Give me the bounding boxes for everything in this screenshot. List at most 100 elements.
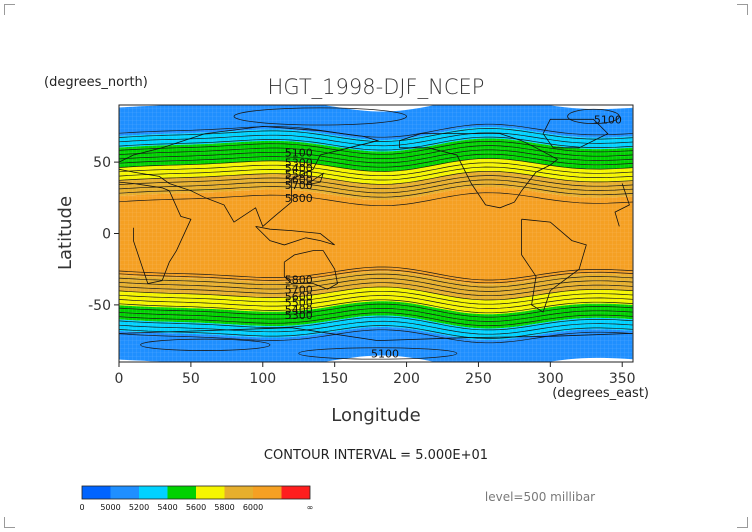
contour-line bbox=[119, 320, 633, 335]
contour-line bbox=[119, 166, 633, 181]
x-tick-label: 100 bbox=[249, 371, 276, 387]
grid-overlay bbox=[119, 105, 633, 362]
contour-label: 5600 bbox=[285, 174, 313, 187]
colorbar-label: ∞ bbox=[307, 503, 314, 512]
colorbar-swatch bbox=[224, 486, 253, 499]
contour-line bbox=[119, 303, 633, 318]
crop-mark-bottom-right bbox=[737, 517, 748, 528]
contour-label: 5400 bbox=[285, 303, 313, 316]
y-units-label: (degrees_north) bbox=[44, 75, 148, 90]
coastline-2 bbox=[399, 133, 559, 209]
colorbar-label: 5000 bbox=[100, 503, 120, 512]
contour-line bbox=[119, 162, 633, 177]
contour-line bbox=[119, 123, 633, 138]
contour-line bbox=[119, 308, 633, 322]
contour-label: 5100 bbox=[371, 348, 399, 361]
contour-label: 5100 bbox=[285, 146, 313, 159]
colorbar-label: 6000 bbox=[243, 503, 263, 512]
colorbar: 0 5000 5200 5400 5600 5800 6000 ∞ bbox=[79, 485, 314, 512]
colorbar-swatch bbox=[110, 486, 139, 499]
crop-mark-top-right bbox=[737, 4, 748, 15]
x-tick-label: 200 bbox=[393, 371, 420, 387]
contour-line bbox=[119, 273, 633, 288]
contour-line bbox=[119, 149, 633, 164]
contour-line bbox=[119, 145, 633, 159]
contour-label: 5700 bbox=[285, 283, 313, 296]
contour-label: 5100 bbox=[594, 114, 622, 127]
contour-label: 5700 bbox=[285, 179, 313, 192]
y-tick-label: -50 bbox=[88, 298, 111, 314]
contour-line bbox=[119, 290, 633, 305]
crop-mark-bottom-left bbox=[4, 517, 15, 528]
colorbar-label: 5800 bbox=[214, 503, 234, 512]
level-text: level=500 millibar bbox=[485, 490, 595, 504]
x-tick-label: 250 bbox=[465, 371, 492, 387]
polar-contour bbox=[233, 107, 407, 126]
contour-label: 5300 bbox=[285, 156, 313, 169]
contour-label: 5300 bbox=[285, 309, 313, 322]
polar-contour bbox=[298, 347, 458, 360]
contour-line bbox=[119, 170, 633, 185]
coastline-8 bbox=[119, 327, 633, 342]
contour-interval-text: CONTOUR INTERVAL = 5.000E+01 bbox=[264, 448, 488, 463]
coastline-1 bbox=[119, 181, 630, 284]
colorbar-swatch bbox=[139, 486, 168, 499]
crop-mark-top-left bbox=[4, 4, 15, 15]
contour-line bbox=[119, 140, 633, 155]
colorbar-label: 5400 bbox=[157, 503, 177, 512]
contour-line bbox=[119, 312, 633, 327]
contour-label: 5800 bbox=[285, 192, 313, 205]
contour-label: 5500 bbox=[285, 168, 313, 181]
contour-line bbox=[119, 325, 633, 339]
contour-line bbox=[119, 192, 633, 207]
contour-line bbox=[119, 183, 633, 198]
contour-labels: 5100510053005400550056005700580058005700… bbox=[285, 114, 622, 361]
coastline-3 bbox=[521, 218, 587, 313]
contour-label: 5400 bbox=[285, 162, 313, 175]
polar-contour bbox=[140, 338, 271, 351]
x-tick-label: 50 bbox=[182, 371, 200, 387]
contour-line bbox=[119, 299, 633, 314]
colorbar-label: 5600 bbox=[186, 503, 206, 512]
coastline-4 bbox=[283, 250, 338, 290]
x-axis-label: Longitude bbox=[331, 405, 421, 426]
contour-lines bbox=[119, 107, 633, 360]
colorbar-swatch bbox=[281, 486, 310, 499]
colorbar-swatch bbox=[82, 486, 111, 499]
contour-label: 5600 bbox=[285, 291, 313, 304]
colorbar-swatch bbox=[253, 486, 282, 499]
colorbar-frame bbox=[81, 485, 311, 500]
x-units-label: (degrees_east) bbox=[552, 386, 649, 401]
x-tick-label: 150 bbox=[321, 371, 348, 387]
y-tick-label: 0 bbox=[102, 227, 111, 243]
coastline-7 bbox=[305, 172, 324, 186]
contour-line bbox=[119, 266, 633, 281]
x-tick-label: 300 bbox=[537, 371, 564, 387]
contour-line bbox=[119, 282, 633, 297]
x-tick-label: 0 bbox=[115, 371, 124, 387]
contour-line bbox=[119, 295, 633, 309]
coastline-5 bbox=[542, 118, 609, 149]
contour-line bbox=[119, 175, 633, 189]
contour-line bbox=[119, 316, 633, 331]
y-axis: 50 0 -50 bbox=[88, 155, 119, 314]
contour-line bbox=[119, 278, 633, 292]
contour-line bbox=[119, 132, 633, 147]
contour-label: 5800 bbox=[285, 273, 313, 286]
y-axis-label: Latitude bbox=[55, 196, 76, 270]
contour-label: 5500 bbox=[285, 296, 313, 309]
chart-title: HGT_1998-DJF_NCEP bbox=[268, 75, 485, 99]
polar-contour bbox=[567, 108, 620, 124]
colorbar-label: 0 bbox=[79, 503, 84, 512]
coastline-6 bbox=[255, 226, 335, 246]
x-tick-label: 350 bbox=[609, 371, 636, 387]
x-axis: 0 50 100 150 200 250 300 350 bbox=[115, 362, 636, 387]
contour-line bbox=[119, 269, 633, 284]
y-tick-label: 50 bbox=[93, 155, 111, 171]
contour-line bbox=[119, 136, 633, 151]
contour-line bbox=[119, 153, 633, 168]
colorbar-label: 5200 bbox=[129, 503, 149, 512]
contour-line bbox=[119, 179, 633, 194]
colorbar-swatch bbox=[196, 486, 225, 499]
